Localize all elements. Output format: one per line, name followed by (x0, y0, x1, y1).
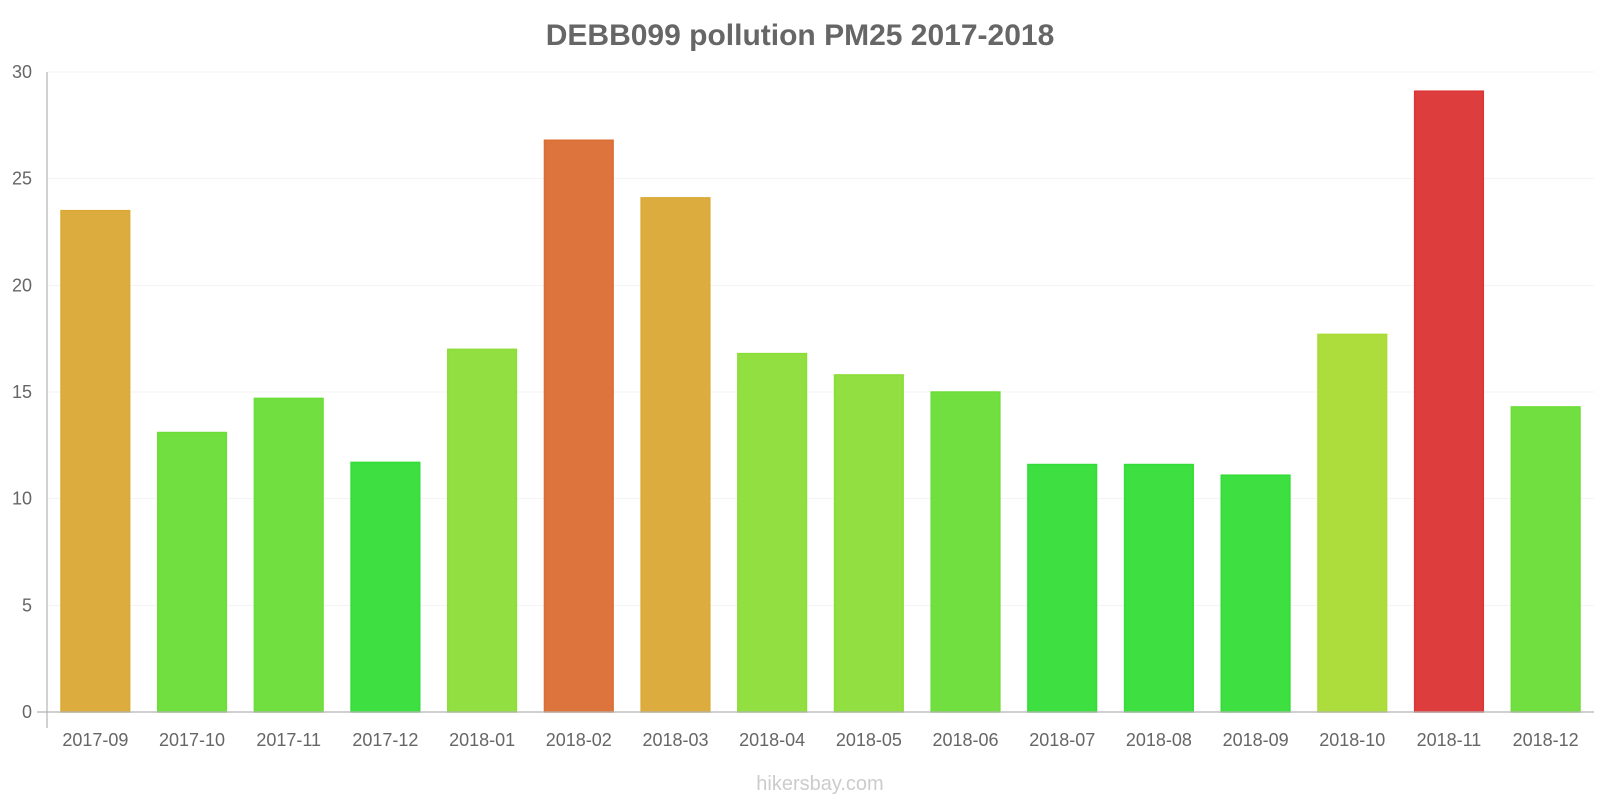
y-tick-label: 10 (12, 489, 32, 509)
bar-2018-03[interactable] (640, 197, 711, 713)
axes (37, 72, 1594, 728)
x-tick-label: 2018-09 (1223, 730, 1289, 750)
y-tick-label: 15 (12, 382, 32, 402)
bar-2018-06[interactable] (930, 391, 1001, 713)
x-tick-label: 2017-12 (352, 730, 418, 750)
bar-2018-09[interactable] (1220, 474, 1291, 713)
bar-2017-11[interactable] (253, 397, 324, 713)
x-tick-label: 2018-01 (449, 730, 515, 750)
x-tick-label: 2018-08 (1126, 730, 1192, 750)
x-tick-label: 2018-11 (1417, 730, 1482, 750)
bar-2017-12[interactable] (350, 461, 421, 713)
bar-2018-10[interactable] (1317, 333, 1388, 713)
x-tick-label: 2018-07 (1029, 730, 1095, 750)
bar-2018-11[interactable] (1413, 90, 1485, 713)
y-tick-label: 25 (12, 169, 32, 189)
x-tick-label: 2018-05 (836, 730, 902, 750)
x-tick-label: 2017-10 (159, 730, 225, 750)
x-tick-label: 2017-11 (256, 730, 321, 750)
bar-2017-09[interactable] (60, 209, 131, 713)
bar-2018-01[interactable] (447, 348, 518, 713)
y-tick-label: 0 (22, 702, 32, 722)
bar-2018-12[interactable] (1510, 406, 1581, 713)
bar-2018-07[interactable] (1027, 463, 1098, 713)
x-tick-label: 2017-09 (62, 730, 128, 750)
x-tick-label: 2018-06 (933, 730, 999, 750)
bar-2018-02[interactable] (543, 139, 614, 713)
bar-2017-10[interactable] (156, 431, 228, 713)
bar-2018-04[interactable] (737, 352, 808, 713)
x-tick-label: 2018-12 (1513, 730, 1579, 750)
bar-2018-08[interactable] (1123, 463, 1194, 713)
x-tick-labels: 2017-09 2017-10 2017-11 2017-12 2018-01 2018-… (62, 730, 1578, 750)
bars (60, 90, 1581, 713)
chart-title: DEBB099 pollution PM25 2017-2018 (546, 19, 1055, 52)
y-tick-label: 30 (12, 62, 32, 82)
y-tick-label: 20 (12, 275, 32, 295)
x-tick-label: 2018-04 (739, 730, 805, 750)
x-tick-label: 2018-10 (1319, 730, 1385, 750)
x-tick-label: 2018-03 (642, 730, 708, 750)
x-tick-label: 2018-02 (546, 730, 612, 750)
bar-2018-05[interactable] (833, 374, 904, 713)
y-tick-label: 5 (22, 595, 32, 615)
source-watermark: hikersbay.com (756, 773, 883, 795)
y-tick-labels: 0 5 10 15 20 25 30 (12, 62, 32, 722)
